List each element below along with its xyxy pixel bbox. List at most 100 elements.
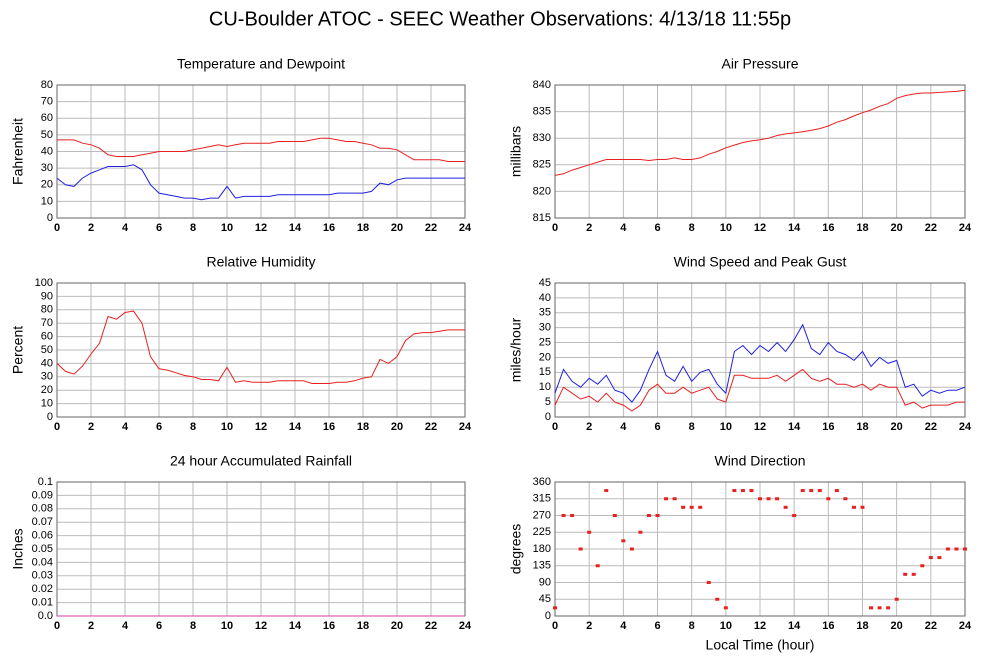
point	[672, 497, 677, 501]
x-tick-label: 10	[720, 222, 732, 234]
x-tick-label: 8	[190, 222, 196, 234]
y-axis-label: miles/hour	[508, 317, 524, 382]
x-tick-label: 6	[156, 620, 162, 632]
point	[843, 497, 848, 501]
x-tick-label: 6	[156, 222, 162, 234]
series-line	[554, 89, 966, 176]
y-tick-label: 35	[539, 307, 551, 319]
x-tick-label: 18	[357, 620, 369, 632]
x-tick-label: 0	[552, 620, 558, 632]
y-tick-label: 0.02	[32, 583, 53, 595]
plot-frame	[554, 282, 966, 418]
point	[817, 489, 822, 493]
x-tick-label: 14	[289, 620, 302, 632]
chart-title: 24 hour Accumulated Rainfall	[170, 453, 352, 469]
x-tick-label: 6	[156, 421, 162, 433]
series-line	[56, 164, 465, 201]
point	[886, 606, 891, 610]
plot-frame	[56, 282, 466, 418]
point	[903, 572, 908, 576]
y-tick-label: 0.08	[32, 503, 53, 515]
x-tick-label: 24	[959, 421, 972, 433]
x-tick-label: 12	[255, 620, 267, 632]
y-tick-label: 360	[533, 476, 551, 488]
point	[775, 497, 780, 501]
y-tick-label: 0.03	[32, 570, 53, 582]
point	[561, 514, 566, 517]
point	[681, 505, 686, 509]
x-tick-label: 2	[88, 421, 94, 433]
point	[706, 581, 711, 584]
y-tick-label: 820	[533, 185, 551, 197]
y-tick-label: 60	[41, 331, 53, 343]
y-tick-label: 20	[41, 179, 53, 191]
x-tick-label: 16	[323, 620, 335, 632]
x-tick-label: 20	[891, 620, 903, 632]
point	[723, 606, 728, 610]
point	[698, 505, 703, 509]
y-tick-label: 20	[41, 384, 53, 396]
y-axis-label: Percent	[10, 326, 26, 374]
point	[646, 514, 651, 517]
x-tick-label: 2	[586, 421, 592, 433]
series-line	[554, 323, 966, 403]
y-tick-label: 60	[41, 112, 53, 124]
y-tick-label: 10	[41, 195, 53, 207]
y-tick-label: 225	[533, 526, 551, 538]
x-tick-label: 4	[122, 222, 129, 234]
x-tick-label: 20	[891, 421, 903, 433]
point	[792, 514, 797, 517]
point	[638, 530, 643, 534]
x-tick-label: 20	[391, 222, 403, 234]
x-tick-label: 2	[586, 222, 592, 234]
x-tick-label: 14	[289, 421, 302, 433]
y-tick-label: 40	[41, 145, 53, 157]
x-tick-label: 10	[221, 421, 233, 433]
point	[826, 497, 831, 501]
y-tick-label: 180	[533, 543, 551, 555]
y-tick-label: 0.01	[32, 597, 53, 609]
x-tick-label: 14	[289, 222, 302, 234]
point	[963, 547, 967, 551]
x-tick-label: 22	[425, 620, 437, 632]
x-tick-label: 18	[856, 421, 868, 433]
plot-frame	[554, 84, 966, 219]
y-tick-label: 0	[545, 411, 551, 423]
x-tick-label: 0	[54, 222, 60, 234]
point	[869, 606, 874, 610]
x-tick-label: 10	[720, 620, 732, 632]
x-tick-label: 0	[54, 620, 60, 632]
point	[740, 489, 745, 493]
y-tick-label: 30	[41, 162, 53, 174]
x-tick-label: 16	[822, 620, 834, 632]
y-tick-label: 270	[533, 509, 551, 521]
y-tick-label: 50	[41, 344, 53, 356]
x-tick-label: 4	[620, 222, 627, 234]
point	[920, 564, 925, 568]
y-tick-label: 0	[545, 610, 551, 622]
y-tick-label: 315	[533, 493, 551, 505]
point	[655, 514, 660, 517]
x-tick-label: 24	[959, 620, 972, 632]
x-tick-label: 10	[221, 222, 233, 234]
y-tick-label: 70	[41, 317, 53, 329]
x-tick-label: 8	[190, 421, 196, 433]
x-tick-label: 2	[88, 222, 94, 234]
x-tick-label: 24	[459, 620, 472, 632]
point	[766, 497, 771, 501]
x-tick-label: 20	[391, 620, 403, 632]
x-tick-label: 2	[88, 620, 94, 632]
x-tick-label: 22	[925, 620, 937, 632]
x-tick-label: 16	[323, 222, 335, 234]
x-tick-label: 24	[459, 421, 472, 433]
point	[612, 514, 617, 517]
x-tick-label: 0	[54, 421, 60, 433]
y-tick-label: 10	[539, 381, 551, 393]
x-tick-label: 14	[788, 222, 801, 234]
point	[689, 505, 694, 509]
y-tick-label: 0	[47, 411, 53, 423]
x-tick-label: 4	[122, 620, 129, 632]
point	[937, 556, 942, 560]
x-tick-label: 12	[754, 222, 766, 234]
